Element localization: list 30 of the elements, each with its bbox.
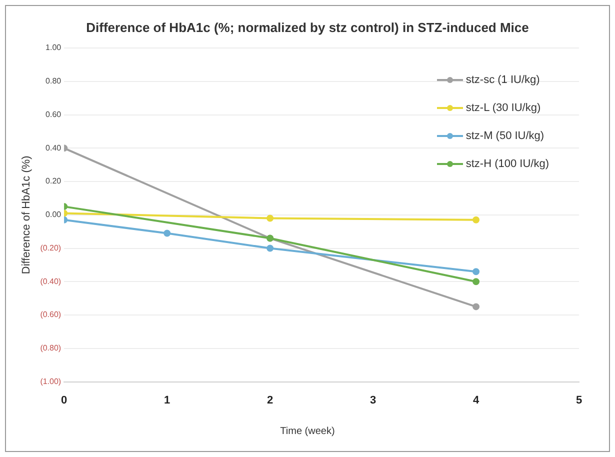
point [472, 278, 480, 286]
y-tick-label: 0.20 [46, 176, 62, 186]
point [266, 214, 274, 222]
y-tick-label: 0.40 [46, 143, 62, 152]
legend-label: stz-L (30 IU/kg) [466, 102, 541, 114]
x-tick-label: 5 [576, 394, 582, 406]
legend-label: stz-M (50 IU/kg) [466, 130, 544, 142]
point [472, 268, 480, 276]
y-tick-label: 0.00 [46, 210, 62, 220]
y-tick-label: 1.00 [46, 43, 62, 52]
x-tick-label: 3 [370, 394, 376, 406]
y-axis-title: Difference of HbA1c (%) [20, 156, 33, 274]
legend-label: stz-sc (1 IU/kg) [466, 74, 540, 86]
y-tick-label: (0.60) [40, 310, 62, 320]
legend-label: stz-H (100 IU/kg) [466, 158, 549, 170]
point [472, 216, 480, 224]
x-axis-title: Time (week) [279, 426, 336, 437]
point [164, 230, 171, 237]
x-tick-label: 2 [266, 394, 274, 406]
y-tick-label: (0.40) [40, 276, 62, 286]
y-tick-label: (0.80) [40, 344, 62, 353]
chart-title: Difference of HbA1c (%; normalized by stz control) in STZ-induced Mice [85, 20, 530, 35]
x-tick-label: 0 [61, 394, 68, 406]
y-tick-label: (1.00) [40, 377, 62, 386]
x-tick-label: 1 [164, 394, 170, 406]
point [266, 244, 274, 252]
x-tick-label: 4 [472, 394, 480, 406]
y-tick-label: 0.60 [46, 110, 62, 119]
y-tick-label: 0.80 [46, 76, 62, 86]
y-tick-label: (0.20) [40, 243, 62, 252]
